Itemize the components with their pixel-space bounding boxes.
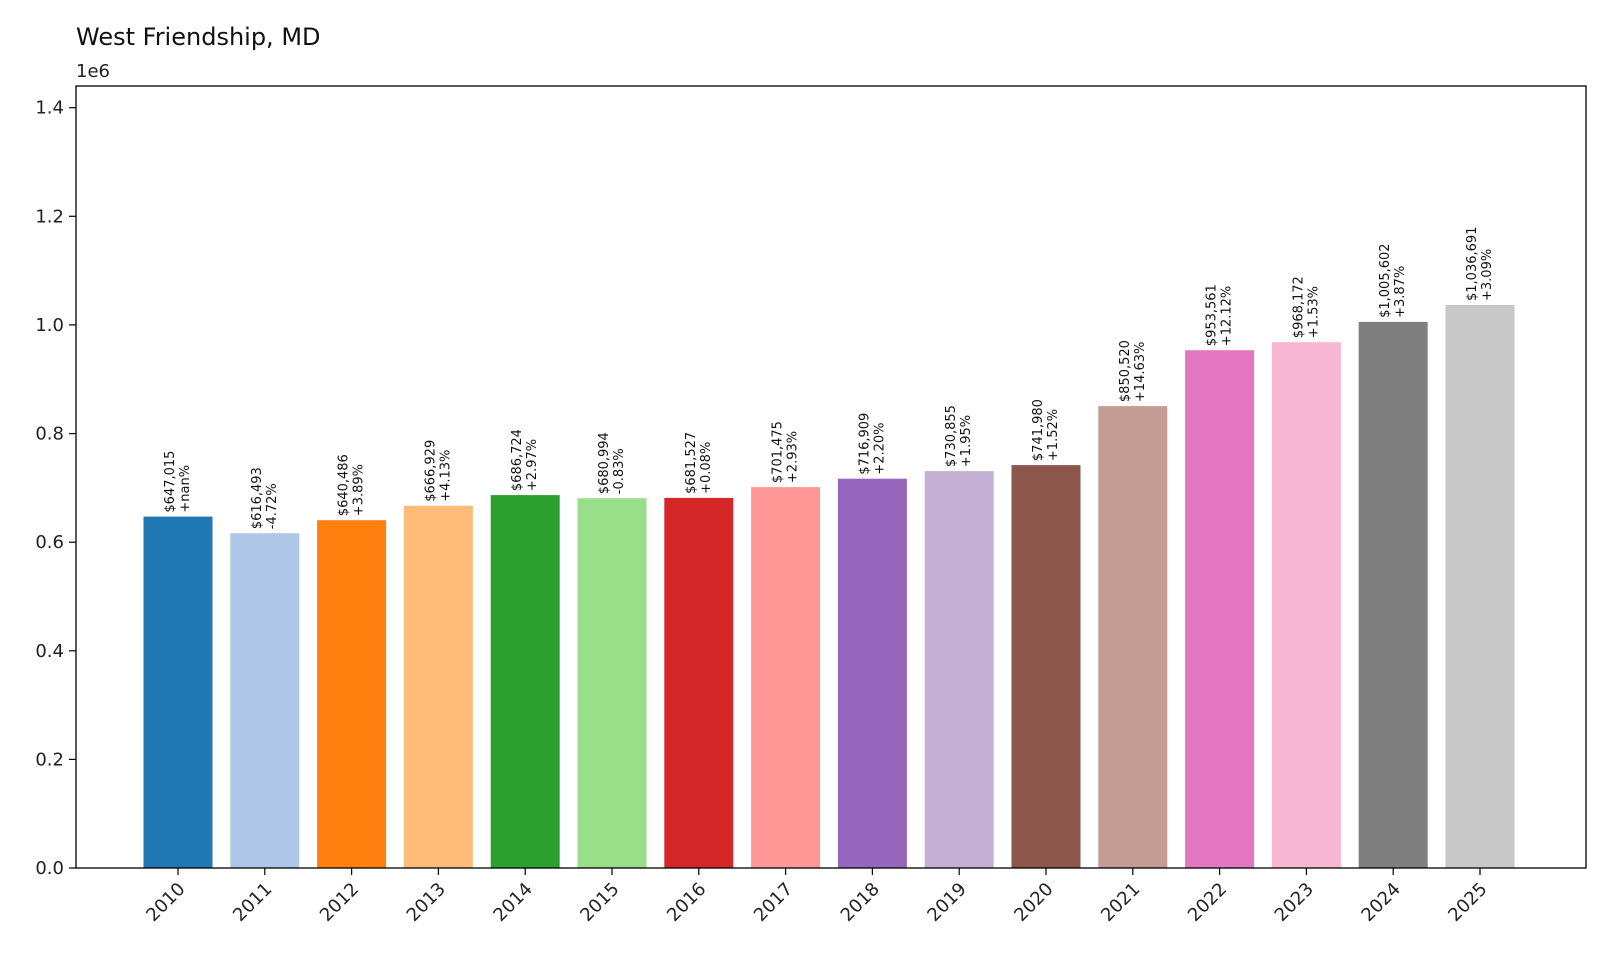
bar-label-group-2010: $647,015 +nan%	[163, 451, 193, 513]
x-tick-label-2021: 2021	[1097, 879, 1144, 926]
bar-label-group-2014: $686,724 +2.97%	[510, 429, 540, 491]
bar-2022	[1185, 350, 1255, 868]
y-tick-label-5: 1.0	[35, 315, 64, 336]
bar-change-label-2021: +14.63%	[1133, 342, 1148, 402]
bar-change-label-2020: +1.52%	[1046, 409, 1061, 461]
bar-label-group-2017: $701,475 +2.93%	[771, 421, 801, 483]
bar-label-group-2023: $968,172 +1.53%	[1291, 276, 1321, 338]
bar-2014	[490, 495, 560, 868]
y-tick-label-4: 0.8	[35, 424, 64, 445]
bar-change-label-2024: +3.87%	[1393, 266, 1408, 318]
y-tick-label-0: 0.0	[35, 858, 64, 879]
bar-2024	[1358, 321, 1428, 868]
bar-value-label-2020: $741,980	[1031, 399, 1046, 461]
x-tick-label-2020: 2020	[1010, 879, 1057, 926]
bar-change-label-2025: +3.09%	[1480, 249, 1495, 301]
x-tick-label-2012: 2012	[316, 879, 363, 926]
bar-label-group-2016: $681,527 +0.08%	[684, 432, 714, 494]
bar-label-group-2024: $1,005,602 +3.87%	[1378, 243, 1408, 317]
bar-value-label-2012: $640,486	[337, 454, 352, 516]
bar-value-label-2013: $666,929	[423, 440, 438, 502]
y-tick-label-6: 1.2	[35, 206, 64, 227]
bar-2021	[1098, 406, 1168, 868]
bar-label-group-2019: $730,855 +1.95%	[944, 405, 974, 467]
bar-change-label-2015: -0.83%	[612, 448, 627, 494]
bar-value-label-2018: $716,909	[857, 413, 872, 475]
bar-label-group-2025: $1,036,691 +3.09%	[1465, 227, 1495, 301]
bar-change-label-2023: +1.53%	[1306, 286, 1321, 338]
bar-change-label-2017: +2.93%	[786, 431, 801, 483]
bar-label-group-2018: $716,909 +2.20%	[857, 413, 887, 475]
x-tick-label-2022: 2022	[1184, 879, 1231, 926]
x-tick-label-2011: 2011	[229, 879, 276, 926]
bar-value-label-2011: $616,493	[250, 467, 265, 529]
y-tick-label-2: 0.4	[35, 641, 64, 662]
bar-2018	[837, 478, 907, 868]
plot-frame	[75, 85, 1587, 869]
bar-change-label-2019: +1.95%	[959, 415, 974, 467]
bar-change-label-2010: +nan%	[178, 465, 193, 513]
y-tick-label-7: 1.4	[35, 98, 64, 119]
bar-value-label-2017: $701,475	[771, 421, 786, 483]
x-tick-label-2025: 2025	[1444, 879, 1491, 926]
x-tick-label-2023: 2023	[1271, 879, 1318, 926]
bar-value-label-2010: $647,015	[163, 451, 178, 513]
bars-group	[143, 305, 1515, 868]
x-tick-label-2024: 2024	[1357, 879, 1404, 926]
bar-2025	[1445, 305, 1515, 868]
y-axis-offset-label: 1e6	[76, 61, 110, 82]
bar-label-group-2011: $616,493 -4.72%	[250, 467, 280, 529]
bar-label-group-2021: $850,520 +14.63%	[1118, 340, 1148, 402]
bar-2023	[1271, 342, 1341, 868]
bar-2020	[1011, 465, 1081, 868]
bar-change-label-2016: +0.08%	[699, 442, 714, 494]
bar-label-group-2020: $741,980 +1.52%	[1031, 399, 1061, 461]
bar-value-label-2024: $1,005,602	[1378, 243, 1393, 317]
bar-value-label-2023: $968,172	[1291, 276, 1306, 338]
chart-title: West Friendship, MD	[76, 23, 321, 51]
bar-value-label-2021: $850,520	[1118, 340, 1133, 402]
bar-value-label-2014: $686,724	[510, 429, 525, 491]
bar-change-label-2013: +4.13%	[438, 450, 453, 502]
x-tick-label-2010: 2010	[142, 879, 189, 926]
bar-change-label-2012: +3.89%	[352, 464, 367, 516]
bar-value-label-2019: $730,855	[944, 405, 959, 467]
bar-2016	[664, 497, 734, 868]
bar-change-label-2011: -4.72%	[265, 483, 280, 529]
bar-2011	[230, 533, 300, 868]
x-tick-label-2013: 2013	[403, 879, 450, 926]
x-tick-label-2019: 2019	[923, 879, 970, 926]
x-tick-label-2014: 2014	[489, 879, 536, 926]
bar-change-label-2022: +12.12%	[1220, 286, 1235, 346]
bar-value-label-2022: $953,561	[1205, 284, 1220, 346]
bar-change-label-2018: +2.20%	[872, 422, 887, 474]
x-axis: 2010 2011 2012 2013 2014 2015 2016 2017 2018 2019…	[142, 868, 1492, 926]
x-tick-label-2016: 2016	[663, 879, 710, 926]
bar-2013	[403, 505, 473, 868]
y-axis: 0.0 0.2 0.4 0.6 0.8 1.0 1.2 1.4	[35, 98, 76, 879]
bar-label-group-2013: $666,929 +4.13%	[423, 440, 453, 502]
x-tick-label-2018: 2018	[837, 879, 884, 926]
x-tick-label-2015: 2015	[576, 879, 623, 926]
bar-2019	[924, 471, 994, 868]
y-tick-label-1: 0.2	[35, 749, 64, 770]
bar-change-label-2014: +2.97%	[525, 439, 540, 491]
bar-value-label-2015: $680,994	[597, 432, 612, 494]
bar-2012	[317, 520, 387, 868]
bar-2010	[143, 516, 213, 868]
bar-labels-group: $647,015 +nan% $616,493 -4.72% $640,486 +3.89…	[163, 227, 1495, 530]
bar-2017	[751, 487, 821, 868]
bar-value-label-2025: $1,036,691	[1465, 227, 1480, 301]
bar-2015	[577, 498, 647, 868]
bar-value-label-2016: $681,527	[684, 432, 699, 494]
x-tick-label-2017: 2017	[750, 879, 797, 926]
y-tick-label-3: 0.6	[35, 532, 64, 553]
bar-label-group-2012: $640,486 +3.89%	[337, 454, 367, 516]
bar-label-group-2022: $953,561 +12.12%	[1205, 284, 1235, 346]
bar-label-group-2015: $680,994 -0.83%	[597, 432, 627, 494]
